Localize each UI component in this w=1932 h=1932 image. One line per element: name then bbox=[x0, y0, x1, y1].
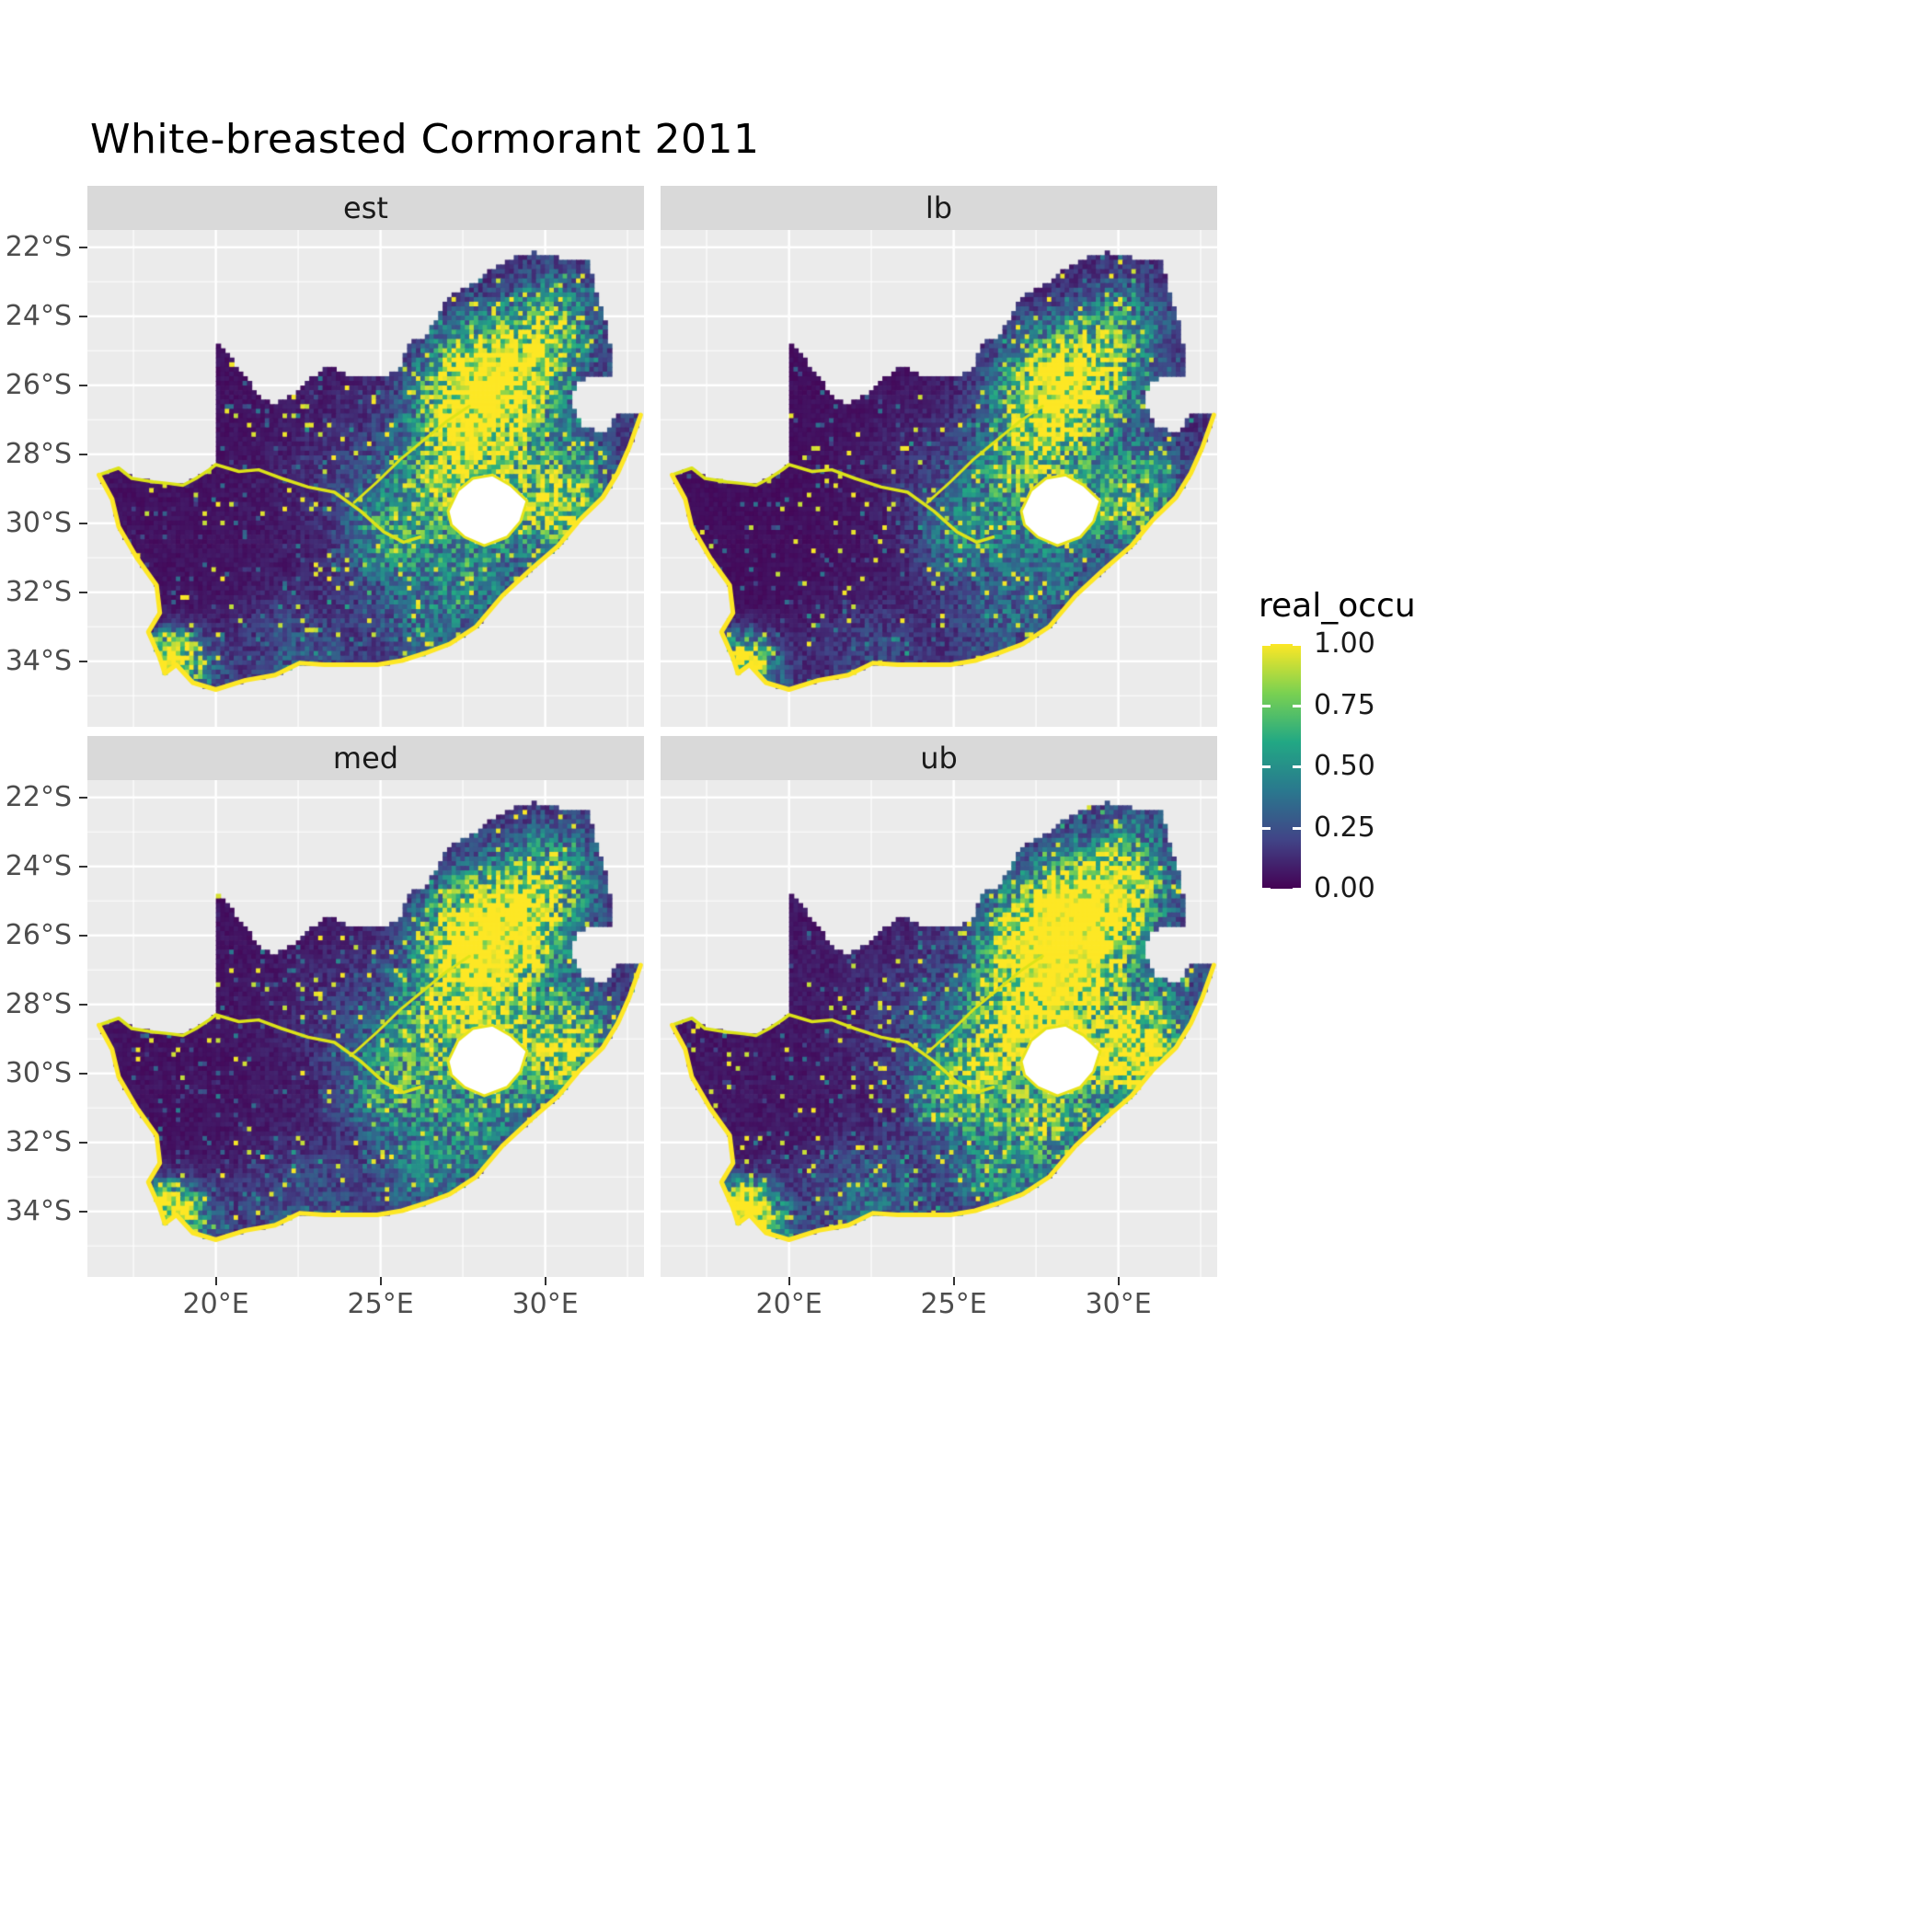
x-axis-tick-mark bbox=[214, 1277, 218, 1285]
map-panel-ub bbox=[661, 780, 1217, 1277]
map-panel-med bbox=[87, 780, 644, 1277]
x-axis-tick-label: 20°E bbox=[755, 1288, 822, 1320]
y-axis-tick-mark bbox=[79, 796, 87, 799]
x-axis-tick-label: 30°E bbox=[512, 1288, 579, 1320]
x-axis-tick-mark bbox=[952, 1277, 956, 1285]
plot-title: White-breasted Cormorant 2011 bbox=[90, 116, 760, 163]
map-canvas-ub bbox=[661, 780, 1217, 1277]
y-axis-tick-mark bbox=[79, 1210, 87, 1213]
y-axis-tick-mark bbox=[79, 1003, 87, 1006]
y-axis-tick-mark bbox=[79, 315, 87, 318]
y-axis-tick-mark bbox=[79, 865, 87, 868]
y-axis-tick-mark bbox=[79, 246, 87, 249]
facet-strip-est: est bbox=[87, 186, 644, 230]
legend-tick-label: 0.50 bbox=[1314, 750, 1375, 782]
facet-strip-med: med bbox=[87, 736, 644, 780]
y-axis-tick-label: 28°S bbox=[5, 437, 72, 470]
map-panel-lb bbox=[661, 230, 1217, 727]
y-axis-tick-label: 22°S bbox=[5, 780, 72, 813]
y-axis-tick-mark bbox=[79, 591, 87, 594]
colorbar-tick bbox=[1262, 643, 1271, 646]
x-axis-tick-label: 20°E bbox=[182, 1288, 249, 1320]
colorbar-tick bbox=[1293, 765, 1301, 768]
y-axis-tick-mark bbox=[79, 384, 87, 387]
colorbar-tick bbox=[1293, 643, 1301, 646]
legend-tick-label: 0.75 bbox=[1314, 688, 1375, 721]
y-axis-tick-label: 24°S bbox=[5, 849, 72, 882]
y-axis-tick-label: 34°S bbox=[5, 644, 72, 677]
x-axis-tick-label: 25°E bbox=[920, 1288, 987, 1320]
x-axis-tick-mark bbox=[544, 1277, 547, 1285]
y-axis-tick-mark bbox=[79, 934, 87, 937]
colorbar-tick bbox=[1262, 765, 1271, 768]
x-axis-tick-label: 25°E bbox=[347, 1288, 414, 1320]
y-axis-tick-mark bbox=[79, 660, 87, 663]
y-axis-tick-label: 28°S bbox=[5, 987, 72, 1020]
facet-strip-label: med bbox=[332, 741, 399, 776]
colorbar-tick bbox=[1293, 704, 1301, 707]
y-axis-tick-label: 30°S bbox=[5, 506, 72, 539]
x-axis-tick-mark bbox=[1117, 1277, 1121, 1285]
legend-title: real_occu bbox=[1259, 587, 1416, 625]
colorbar-tick bbox=[1262, 888, 1271, 891]
y-axis-tick-mark bbox=[79, 1072, 87, 1075]
colorbar-tick bbox=[1262, 704, 1271, 707]
y-axis-tick-mark bbox=[79, 453, 87, 456]
y-axis-tick-label: 26°S bbox=[5, 918, 72, 951]
facet-strip-label: est bbox=[343, 190, 388, 225]
y-axis-tick-mark bbox=[79, 1141, 87, 1144]
y-axis-tick-label: 26°S bbox=[5, 368, 72, 401]
facet-strip-ub: ub bbox=[661, 736, 1217, 780]
map-panel-est bbox=[87, 230, 644, 727]
legend-tick-label: 1.00 bbox=[1314, 627, 1375, 660]
facet-strip-lb: lb bbox=[661, 186, 1217, 230]
y-axis-tick-mark bbox=[79, 522, 87, 525]
y-axis-tick-label: 24°S bbox=[5, 299, 72, 332]
y-axis-tick-label: 32°S bbox=[5, 575, 72, 608]
y-axis-tick-label: 30°S bbox=[5, 1056, 72, 1089]
facet-strip-label: lb bbox=[925, 190, 953, 225]
colorbar-tick bbox=[1293, 888, 1301, 891]
y-axis-tick-label: 34°S bbox=[5, 1194, 72, 1227]
x-axis-tick-mark bbox=[379, 1277, 383, 1285]
x-axis-tick-mark bbox=[788, 1277, 791, 1285]
colorbar-tick bbox=[1262, 826, 1271, 830]
legend-tick-label: 0.25 bbox=[1314, 811, 1375, 844]
map-canvas-med bbox=[87, 780, 644, 1277]
y-axis-tick-label: 22°S bbox=[5, 230, 72, 263]
facet-strip-label: ub bbox=[920, 741, 958, 776]
map-canvas-lb bbox=[661, 230, 1217, 727]
x-axis-tick-label: 30°E bbox=[1085, 1288, 1152, 1320]
legend-tick-label: 0.00 bbox=[1314, 872, 1375, 904]
colorbar-tick bbox=[1293, 826, 1301, 830]
y-axis-tick-label: 32°S bbox=[5, 1125, 72, 1158]
map-canvas-est bbox=[87, 230, 644, 727]
